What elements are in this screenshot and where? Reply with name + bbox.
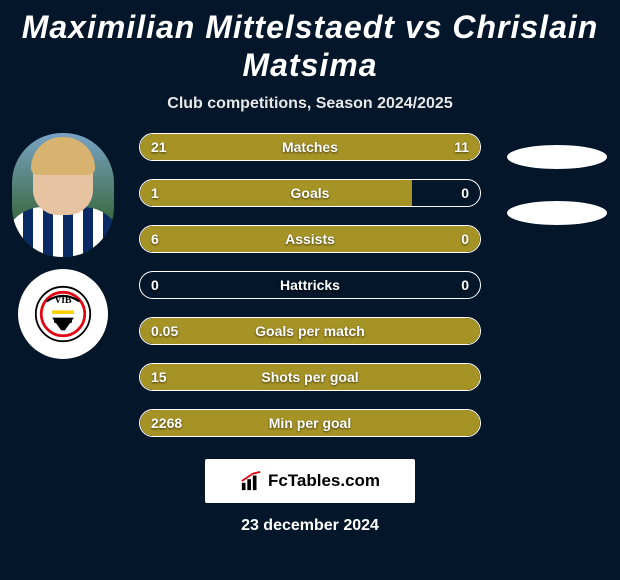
player-left-column: VfB: [8, 133, 118, 359]
stat-fill-left: [140, 226, 480, 252]
brand-text: FcTables.com: [268, 471, 380, 491]
title-line-1: Maximilian Mittelstaedt vs Chrislain: [22, 9, 599, 45]
stat-value-right: 0: [461, 231, 469, 247]
svg-text:VfB: VfB: [54, 295, 72, 306]
stat-row: Goals per match0.05: [139, 317, 481, 345]
stat-row: Hattricks00: [139, 271, 481, 299]
stat-value-left: 1: [151, 185, 159, 201]
stat-value-left: 0.05: [151, 323, 178, 339]
stat-fill-left: [140, 364, 480, 390]
stat-value-right: 11: [454, 139, 469, 155]
title-line-2: Matsima: [242, 47, 377, 83]
page-title: Maximilian Mittelstaedt vs Chrislain Mat…: [0, 0, 620, 89]
player-right-column: [502, 145, 612, 225]
stat-track: [139, 133, 481, 161]
stat-track: [139, 363, 481, 391]
stat-bars: Matches2111Goals10Assists60Hattricks00Go…: [139, 133, 481, 437]
stat-track: [139, 271, 481, 299]
vfb-badge-icon: VfB: [34, 285, 92, 343]
stat-track: [139, 409, 481, 437]
stat-fill-left: [140, 180, 412, 206]
stat-fill-left: [140, 410, 480, 436]
stat-row: Shots per goal15: [139, 363, 481, 391]
stat-value-left: 6: [151, 231, 159, 247]
stat-fill-left: [140, 318, 480, 344]
stat-value-right: 0: [461, 185, 469, 201]
subtitle: Club competitions, Season 2024/2025: [0, 95, 620, 113]
date-text: 23 december 2024: [10, 517, 610, 535]
stat-track: [139, 225, 481, 253]
stat-value-left: 21: [151, 139, 167, 155]
stat-value-left: 0: [151, 277, 159, 293]
stat-track: [139, 179, 481, 207]
player-right-placeholder-2: [507, 201, 607, 225]
player-left-photo: [12, 133, 114, 257]
stat-value-left: 2268: [151, 415, 182, 431]
stat-track: [139, 317, 481, 345]
stat-row: Assists60: [139, 225, 481, 253]
stat-row: Min per goal2268: [139, 409, 481, 437]
stat-fill-left: [140, 134, 363, 160]
branding-badge: FcTables.com: [205, 459, 415, 503]
stat-row: Goals10: [139, 179, 481, 207]
stat-value-right: 0: [461, 277, 469, 293]
comparison-content: VfB Matches2111Goals10Assists60Hattricks…: [0, 133, 620, 535]
player-left-club-badge: VfB: [18, 269, 108, 359]
player-right-placeholder-1: [507, 145, 607, 169]
stat-row: Matches2111: [139, 133, 481, 161]
stat-value-left: 15: [151, 369, 167, 385]
chart-icon: [240, 470, 262, 492]
